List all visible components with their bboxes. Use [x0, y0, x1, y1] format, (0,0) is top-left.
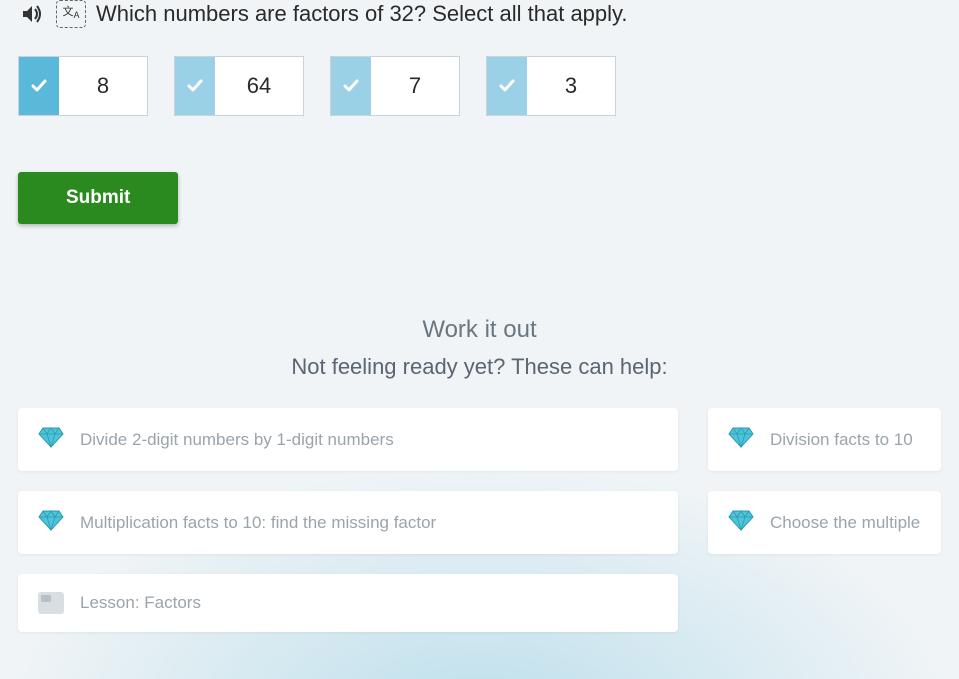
lesson-icon: [38, 592, 64, 614]
help-card-label: Choose the multiple: [770, 513, 920, 533]
help-card-label: Division facts to 10: [770, 430, 913, 450]
check-icon: [175, 57, 215, 115]
choice-value: 64: [215, 57, 303, 115]
choice-value: 3: [527, 57, 615, 115]
help-subtitle: Not feeling ready yet? These can help:: [0, 354, 959, 380]
help-card[interactable]: Divide 2-digit numbers by 1-digit number…: [18, 408, 678, 471]
help-card-label: Multiplication facts to 10: find the mis…: [80, 513, 436, 533]
help-card-label: Divide 2-digit numbers by 1-digit number…: [80, 430, 394, 450]
help-card[interactable]: Lesson: Factors: [18, 574, 678, 632]
check-icon: [331, 57, 371, 115]
help-card[interactable]: Multiplication facts to 10: find the mis…: [18, 491, 678, 554]
translate-icon[interactable]: 文A: [56, 0, 86, 28]
help-cards: Divide 2-digit numbers by 1-digit number…: [0, 408, 959, 632]
choice-option[interactable]: 8: [18, 56, 148, 116]
help-card[interactable]: Choose the multiple: [708, 491, 941, 554]
help-card[interactable]: Division facts to 10: [708, 408, 941, 471]
audio-icon[interactable]: [18, 0, 46, 28]
question-header: 文A Which numbers are factors of 32? Sele…: [18, 0, 941, 28]
choice-option[interactable]: 64: [174, 56, 304, 116]
check-icon: [487, 57, 527, 115]
submit-button[interactable]: Submit: [18, 172, 178, 224]
choice-option[interactable]: 7: [330, 56, 460, 116]
choice-value: 8: [59, 57, 147, 115]
diamond-icon: [728, 426, 754, 453]
question-text: Which numbers are factors of 32? Select …: [96, 1, 628, 27]
diamond-icon: [38, 509, 64, 536]
diamond-icon: [38, 426, 64, 453]
choices-row: 8 64 7 3: [18, 56, 941, 116]
help-card-label: Lesson: Factors: [80, 593, 201, 613]
choice-option[interactable]: 3: [486, 56, 616, 116]
check-icon: [19, 57, 59, 115]
diamond-icon: [728, 509, 754, 536]
choice-value: 7: [371, 57, 459, 115]
work-it-out-title: Work it out: [0, 316, 959, 344]
